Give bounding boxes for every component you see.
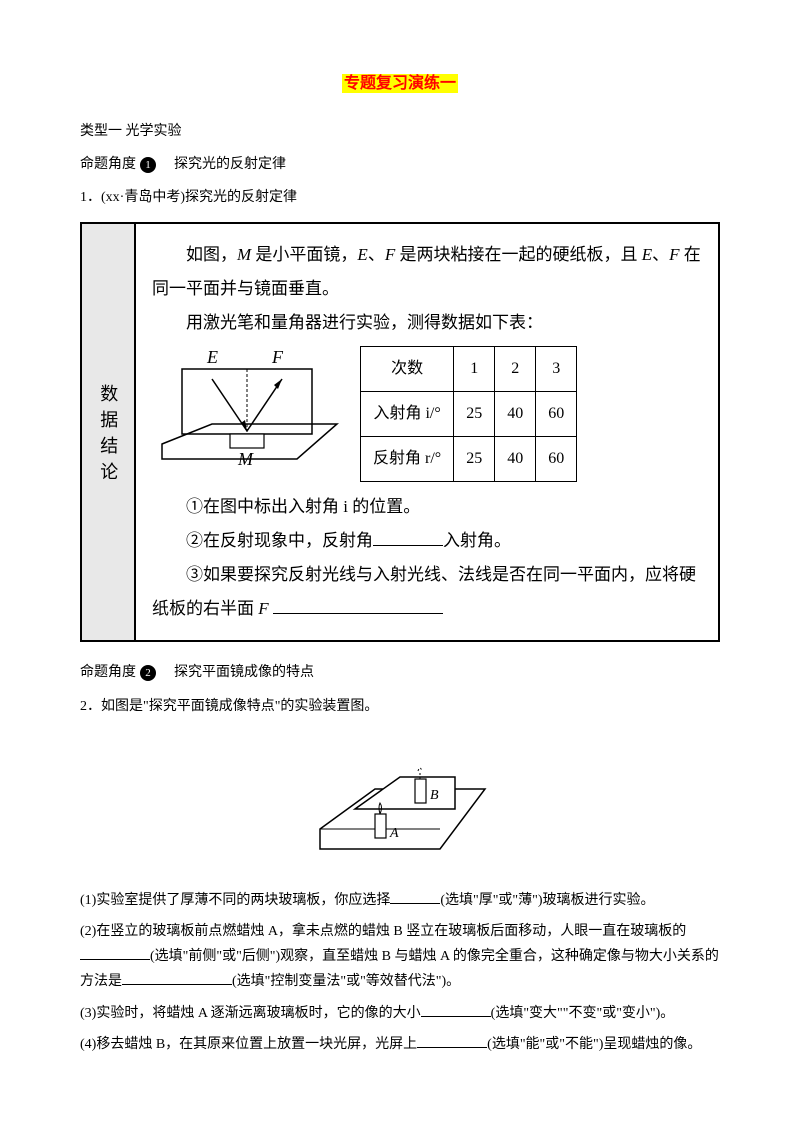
blank: [273, 597, 443, 614]
box-line2: ②在反射现象中，反射角入射角。: [152, 524, 702, 558]
angle-1: 命题角度1 探究光的反射定律: [80, 152, 720, 177]
circle-2: 2: [140, 665, 156, 681]
q2-1: (1)实验室提供了厚薄不同的两块玻璃板，你应选择(选填"厚"或"薄")玻璃板进行…: [80, 888, 720, 913]
th-times: 次数: [361, 347, 454, 392]
mirror-figure: A B: [80, 729, 720, 878]
box-p2: 用激光笔和量角器进行实验，测得数据如下表：: [152, 306, 702, 340]
box-line3: ③如果要探究反射光线与入射光线、法线是否在同一平面内，应将硬纸板的右半面 F: [152, 558, 702, 626]
data-conclusion-box: 数据结论 如图，M 是小平面镜，E、F 是两块粘接在一起的硬纸板，且 E、F 在…: [80, 222, 720, 642]
title-text: 专题复习演练一: [342, 74, 458, 93]
circle-1: 1: [140, 157, 156, 173]
svg-text:A: A: [389, 826, 399, 841]
page-title: 专题复习演练一: [80, 70, 720, 99]
blank: [390, 890, 440, 904]
type-heading: 类型一 光学实验: [80, 119, 720, 144]
svg-text:M: M: [237, 449, 254, 469]
question-2: 2．如图是"探究平面镜成像特点"的实验装置图。: [80, 694, 720, 719]
svg-text:E: E: [206, 349, 218, 367]
box-side-label: 数据结论: [82, 224, 136, 640]
blank: [417, 1034, 487, 1048]
angle-2: 命题角度2 探究平面镜成像的特点: [80, 660, 720, 685]
diagram-table-row: E F M 次数 1 2 3 入射角 i: [152, 346, 702, 482]
table-row: 次数 1 2 3: [361, 347, 577, 392]
q2-2: (2)在竖立的玻璃板前点燃蜡烛 A，拿未点燃的蜡烛 B 竖立在玻璃板后面移动，人…: [80, 919, 720, 995]
svg-text:F: F: [271, 349, 284, 367]
svg-text:B: B: [430, 788, 439, 803]
box-content: 如图，M 是小平面镜，E、F 是两块粘接在一起的硬纸板，且 E、F 在同一平面并…: [136, 224, 718, 640]
q2-4: (4)移去蜡烛 B，在其原来位置上放置一块光屏，光屏上(选填"能"或"不能")呈…: [80, 1032, 720, 1057]
reflection-diagram: E F M: [152, 349, 342, 479]
data-table: 次数 1 2 3 入射角 i/° 25 40 60 反射角 r/° 25 40 …: [360, 346, 577, 482]
blank: [80, 946, 150, 960]
blank: [373, 529, 443, 546]
table-row: 入射角 i/° 25 40 60: [361, 392, 577, 437]
box-line1: ①在图中标出入射角 i 的位置。: [152, 490, 702, 524]
blank: [421, 1003, 491, 1017]
q2-3: (3)实验时，将蜡烛 A 逐渐远离玻璃板时，它的像的大小(选填"变大""不变"或…: [80, 1001, 720, 1026]
box-p1: 如图，M 是小平面镜，E、F 是两块粘接在一起的硬纸板，且 E、F 在同一平面并…: [152, 238, 702, 306]
question-1: 1．(xx·青岛中考)探究光的反射定律: [80, 185, 720, 210]
table-row: 反射角 r/° 25 40 60: [361, 437, 577, 482]
blank: [122, 971, 232, 985]
